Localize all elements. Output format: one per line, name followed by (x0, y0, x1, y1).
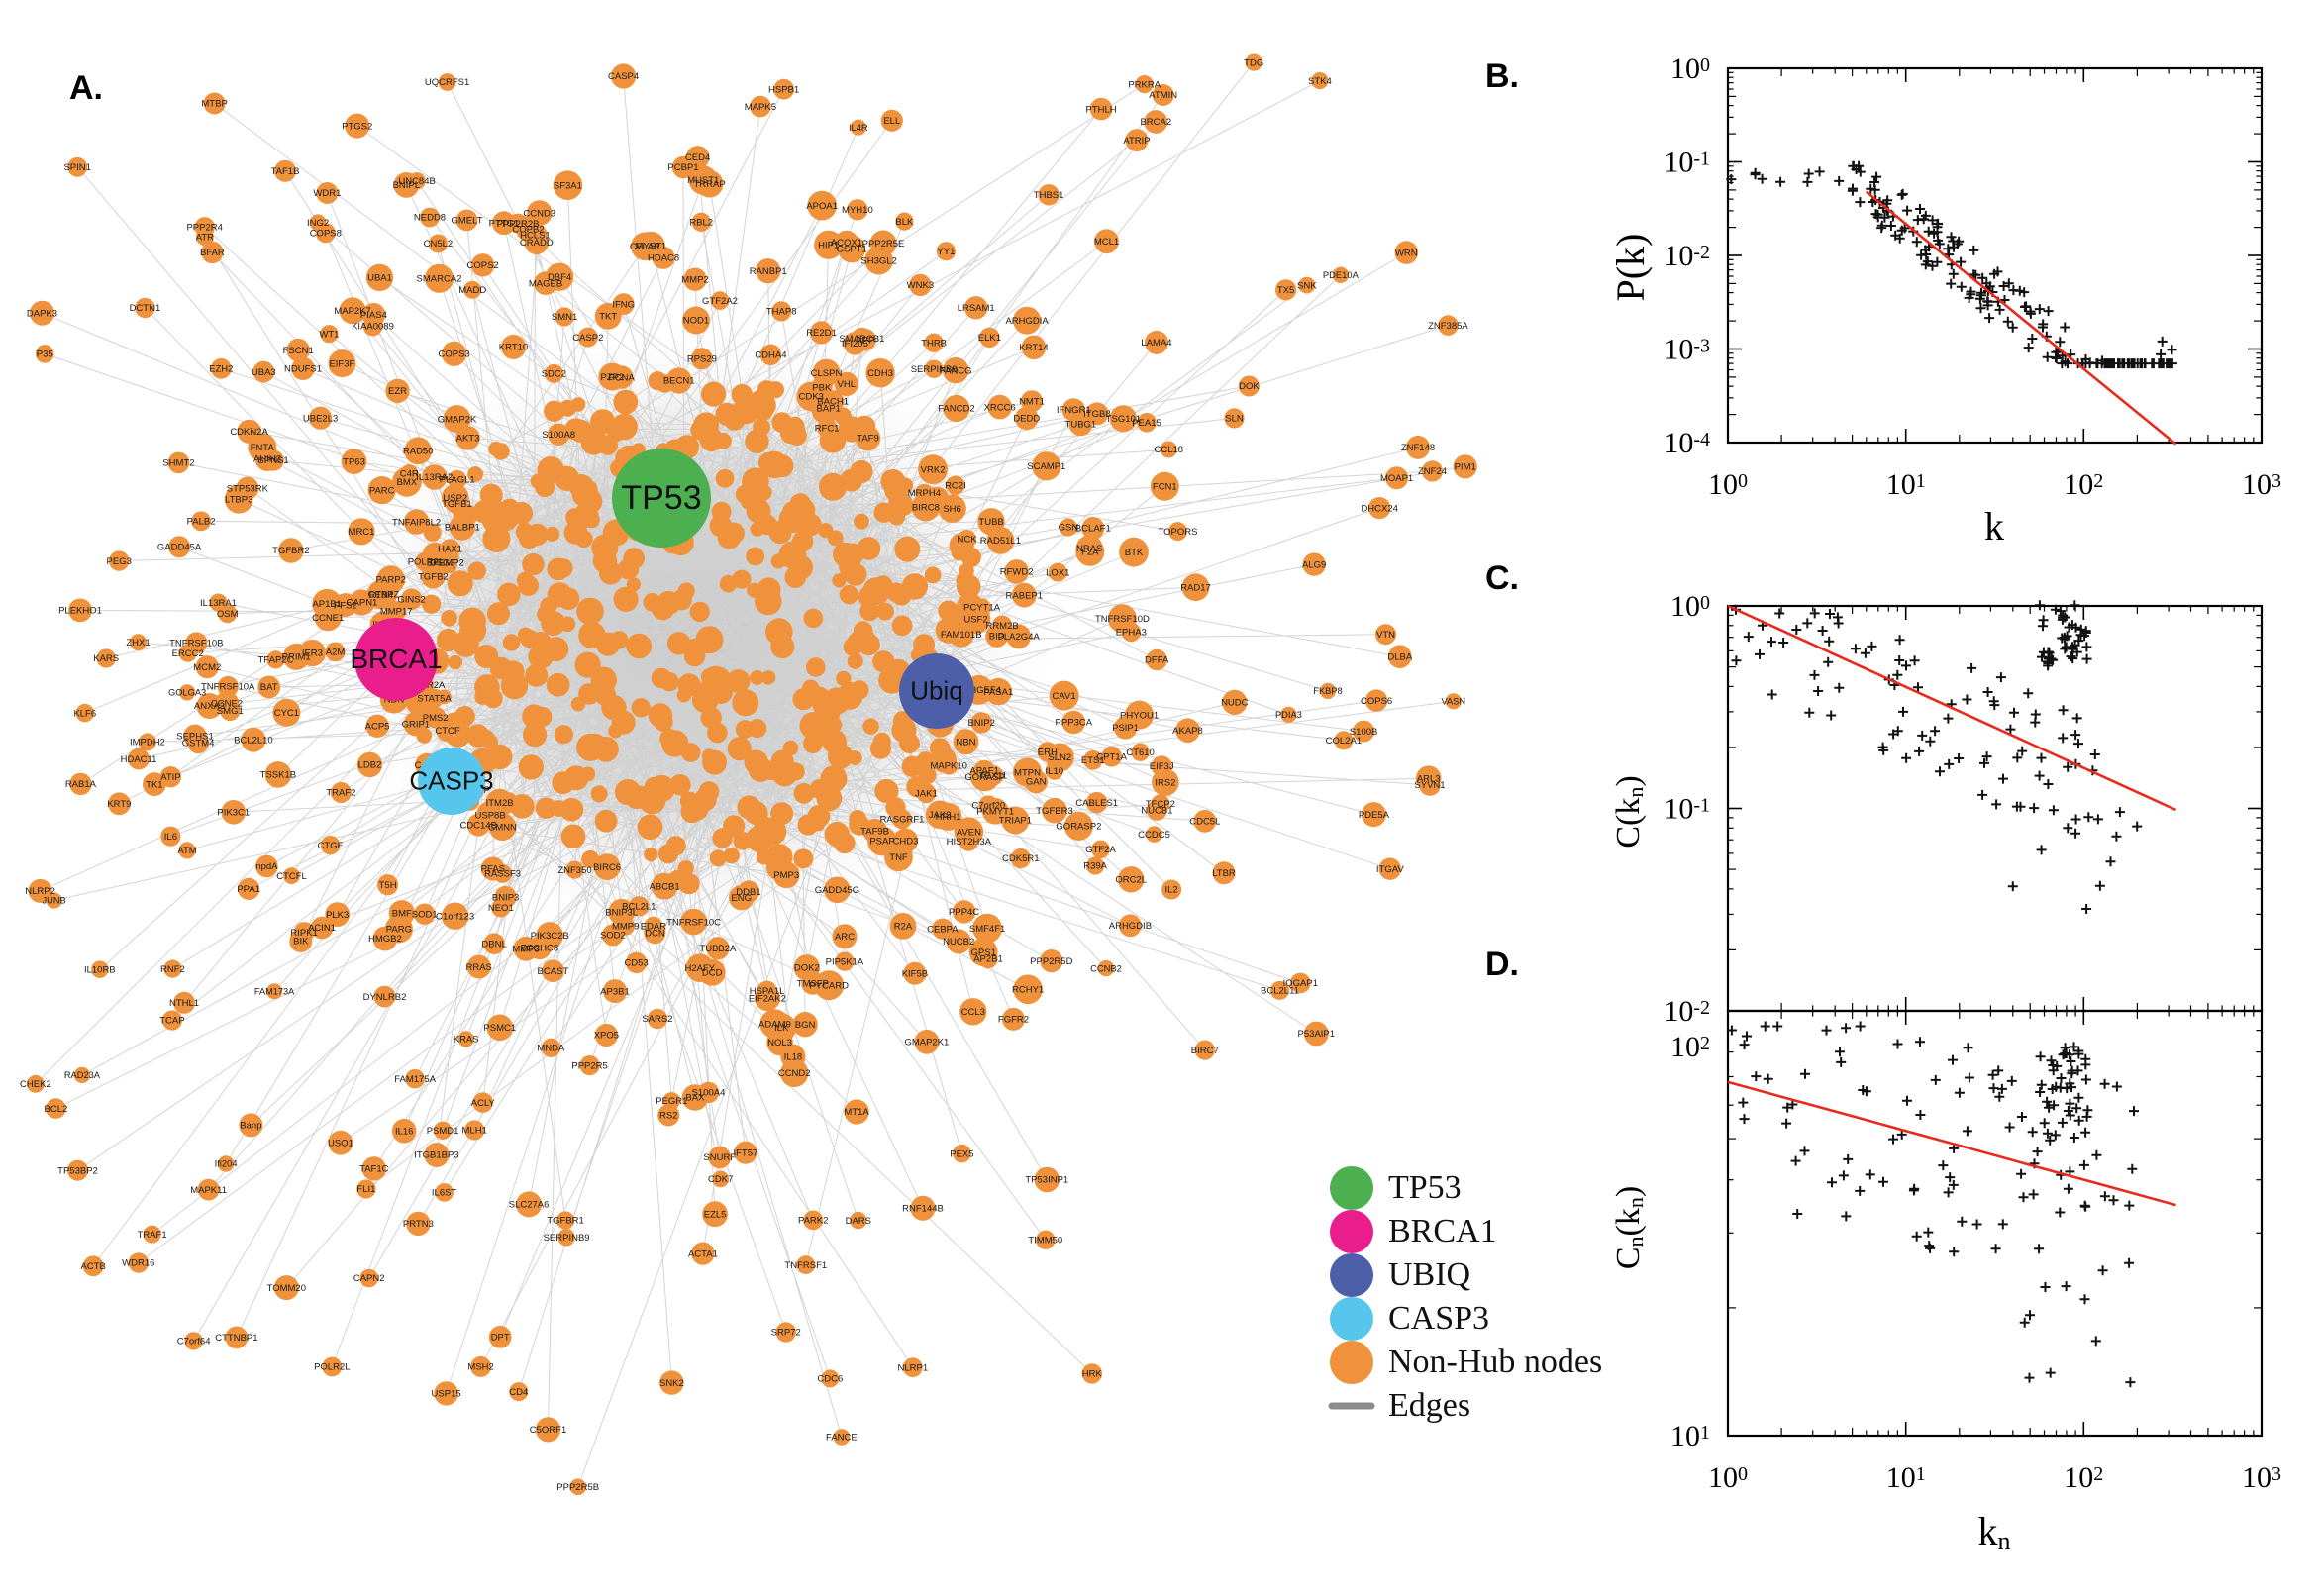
svg-text:TP53: TP53 (1388, 1169, 1462, 1206)
svg-text:CASP3: CASP3 (1388, 1300, 1489, 1337)
svg-text:Non-Hub nodes: Non-Hub nodes (1388, 1344, 1602, 1380)
svg-text:BRCA1: BRCA1 (1388, 1213, 1497, 1249)
svg-text:UBIQ: UBIQ (1388, 1256, 1470, 1293)
svg-text:Edges: Edges (1388, 1387, 1470, 1424)
